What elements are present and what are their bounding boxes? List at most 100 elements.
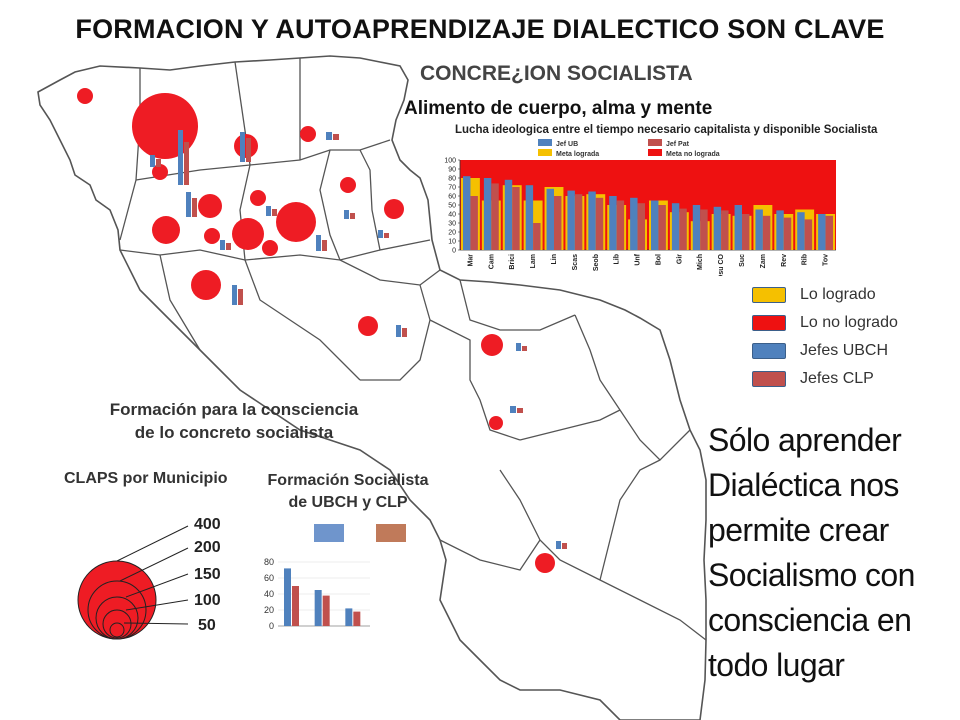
formacion-socialista-line2: de UBCH y CLP bbox=[288, 494, 408, 511]
y-tick-label: 20 bbox=[264, 605, 274, 615]
x-tick-label: Zam bbox=[760, 254, 767, 268]
bar-jef-ub bbox=[713, 206, 722, 250]
legend-label: Lo logrado bbox=[800, 286, 876, 303]
legend-swatch bbox=[752, 287, 786, 303]
legend-item-jefes-ubch: Jefes UBCH bbox=[752, 340, 888, 362]
size-label-400: 400 bbox=[194, 516, 221, 533]
chart-plot-area bbox=[460, 160, 836, 250]
y-tick-label: 70 bbox=[448, 185, 456, 192]
bar-jef-ub bbox=[734, 205, 742, 250]
size-label-150: 150 bbox=[194, 566, 221, 583]
map-internal-borders bbox=[119, 58, 707, 641]
chart-legend-label: Jef Pat bbox=[666, 141, 690, 148]
y-tick-label: 40 bbox=[264, 589, 274, 599]
formacion-socialista-title: Formación Socialista de UBCH y CLP bbox=[258, 470, 438, 514]
bar-jef-pat bbox=[554, 196, 562, 250]
x-tick-label: Mich bbox=[697, 254, 704, 270]
legend-item-logrado: Lo logrado bbox=[752, 284, 876, 306]
bar-jef-ub bbox=[567, 190, 575, 250]
formacion-title: Formación para la consciencia de lo conc… bbox=[84, 398, 384, 444]
formacion-socialista-line1: Formación Socialista bbox=[267, 472, 429, 489]
legend-swatch bbox=[752, 315, 786, 331]
bar-jef-ub bbox=[546, 188, 554, 250]
bar-jef-ub bbox=[776, 210, 784, 250]
size-label-50: 50 bbox=[198, 617, 216, 634]
bar-jef-pat bbox=[804, 219, 813, 250]
statement-text: Sólo aprender Dialéctica nos permite cre… bbox=[708, 422, 915, 683]
bubble bbox=[204, 228, 220, 244]
x-tick-label: Seob bbox=[593, 254, 600, 271]
bar-jef-ub bbox=[525, 185, 534, 250]
formacion-title-line2: de lo concreto socialista bbox=[134, 423, 334, 442]
x-tick-label: Cam bbox=[488, 254, 495, 269]
y-tick-label: 0 bbox=[269, 621, 274, 631]
bar-jef-pat bbox=[533, 223, 541, 250]
bubble bbox=[262, 240, 278, 256]
bar-jef-pat bbox=[700, 209, 708, 250]
bar-ubch bbox=[314, 590, 322, 626]
map-mini-bars bbox=[150, 130, 567, 549]
x-tick-label: Osu CO bbox=[718, 253, 725, 276]
legend-item-jefes-clp: Jefes CLP bbox=[752, 368, 874, 390]
y-tick-label: 0 bbox=[452, 248, 456, 255]
bubble bbox=[191, 270, 221, 300]
legend-label: Jefes UBCH bbox=[800, 342, 889, 359]
y-tick-label: 50 bbox=[448, 203, 456, 210]
chart-title: Lucha ideologica entre el tiempo necesar… bbox=[455, 124, 878, 136]
bar-jef-pat bbox=[658, 205, 666, 250]
chart-legend-label: Jef UB bbox=[556, 141, 578, 148]
bubble bbox=[77, 88, 93, 104]
bubble bbox=[358, 316, 378, 336]
y-tick-label: 80 bbox=[448, 176, 456, 183]
x-tick-label: Tov bbox=[823, 254, 830, 266]
bar-jef-pat bbox=[512, 187, 520, 250]
bar-jef-pat bbox=[574, 194, 583, 250]
x-tick-label: Rib bbox=[802, 254, 809, 265]
size-label-200: 200 bbox=[194, 539, 221, 556]
clp-swatch bbox=[376, 524, 406, 542]
formacion-bar-chart: 0 20 40 60 80 bbox=[264, 557, 370, 631]
bubble bbox=[384, 199, 404, 219]
bar-jef-ub bbox=[818, 214, 826, 250]
x-tick-label: Unf bbox=[635, 253, 642, 265]
claps-title: CLAPS por Municipio bbox=[64, 470, 228, 487]
map-outline bbox=[37, 55, 707, 720]
chart-legend-swatch bbox=[648, 139, 662, 146]
legend-label: Jefes CLP bbox=[800, 370, 874, 387]
bar-jef-ub bbox=[630, 197, 638, 250]
bar-clp bbox=[322, 595, 330, 626]
x-tick-label: Gir bbox=[676, 254, 683, 264]
legend-swatch bbox=[752, 371, 786, 387]
bar-jef-ub bbox=[609, 196, 617, 250]
bubble bbox=[535, 553, 555, 573]
bar-jef-ub bbox=[755, 209, 763, 250]
bar-jef-pat bbox=[679, 208, 687, 250]
bar-jef-pat bbox=[595, 197, 604, 250]
ubch-swatch bbox=[314, 524, 344, 542]
bubble bbox=[489, 416, 503, 430]
bubble bbox=[300, 126, 316, 142]
bubble bbox=[152, 164, 168, 180]
bubble bbox=[232, 218, 264, 250]
x-tick-label: Lin bbox=[551, 254, 558, 265]
bar-jef-ub bbox=[671, 203, 680, 250]
bar-jef-pat bbox=[637, 203, 645, 250]
bar-jef-pat bbox=[742, 214, 750, 250]
bubble bbox=[152, 216, 180, 244]
bubble bbox=[276, 202, 316, 242]
x-tick-label: Lib bbox=[614, 254, 621, 265]
y-tick-label: 80 bbox=[264, 557, 274, 567]
ideology-bar-chart: Jef UB Jef Pat Meta lograda Meta no lograda… bbox=[444, 139, 836, 276]
x-tick-label: Suc bbox=[739, 254, 746, 267]
legend-swatch bbox=[752, 343, 786, 359]
chart-legend-swatch bbox=[538, 139, 552, 146]
x-tick-label: Lam bbox=[530, 254, 537, 268]
y-tick-label: 40 bbox=[448, 212, 456, 219]
x-tick-label: Brici bbox=[509, 254, 516, 270]
y-tick-label: 90 bbox=[448, 167, 456, 174]
bubble bbox=[250, 190, 266, 206]
x-tick-label: Scas bbox=[572, 254, 579, 270]
bar-jef-ub bbox=[797, 212, 805, 250]
y-tick-label: 100 bbox=[444, 158, 456, 165]
